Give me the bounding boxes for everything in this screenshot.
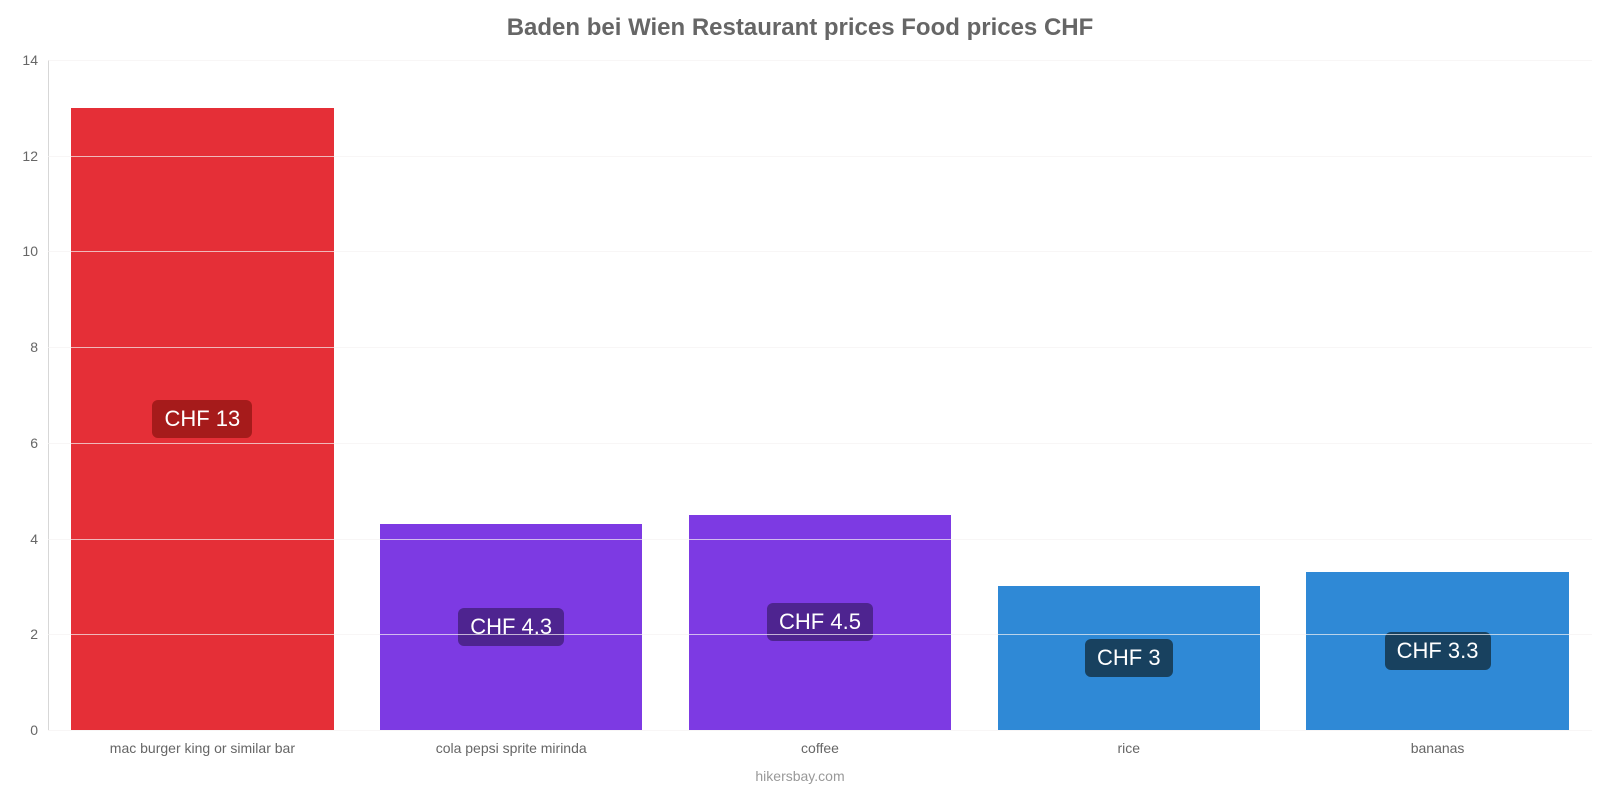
- x-category-label: rice: [1118, 740, 1141, 756]
- y-tick-label: 12: [22, 148, 38, 164]
- chart-title: Baden bei Wien Restaurant prices Food pr…: [0, 14, 1600, 42]
- gridline: [48, 251, 1592, 252]
- value-badge: CHF 3: [1085, 639, 1173, 677]
- gridline: [48, 730, 1592, 731]
- y-tick-label: 8: [30, 339, 38, 355]
- bar: CHF 4.3: [380, 524, 642, 730]
- plot-area: CHF 13mac burger king or similar barCHF …: [48, 60, 1592, 730]
- y-tick-label: 10: [22, 243, 38, 259]
- value-badge: CHF 13: [152, 400, 252, 438]
- gridline: [48, 443, 1592, 444]
- gridline: [48, 539, 1592, 540]
- bar-slot: CHF 4.3cola pepsi sprite mirinda: [357, 60, 666, 730]
- price-bar-chart: Baden bei Wien Restaurant prices Food pr…: [0, 0, 1600, 800]
- bar: CHF 3: [998, 586, 1260, 730]
- x-category-label: coffee: [801, 740, 839, 756]
- bar: CHF 13: [71, 108, 333, 730]
- credit-text: hikersbay.com: [0, 768, 1600, 784]
- x-category-label: mac burger king or similar bar: [110, 740, 295, 756]
- y-tick-label: 0: [30, 722, 38, 738]
- bar-slot: CHF 13mac burger king or similar bar: [48, 60, 357, 730]
- bar: CHF 4.5: [689, 515, 951, 730]
- y-tick-label: 2: [30, 626, 38, 642]
- gridline: [48, 347, 1592, 348]
- x-category-label: cola pepsi sprite mirinda: [436, 740, 587, 756]
- y-tick-label: 4: [30, 531, 38, 547]
- gridline: [48, 156, 1592, 157]
- bar-slot: CHF 3.3bananas: [1283, 60, 1592, 730]
- bar: CHF 3.3: [1306, 572, 1568, 730]
- bars-row: CHF 13mac burger king or similar barCHF …: [48, 60, 1592, 730]
- gridline: [48, 60, 1592, 61]
- x-category-label: bananas: [1411, 740, 1465, 756]
- bar-slot: CHF 3rice: [974, 60, 1283, 730]
- gridline: [48, 634, 1592, 635]
- value-badge: CHF 3.3: [1385, 632, 1491, 670]
- value-badge: CHF 4.3: [458, 608, 564, 646]
- bar-slot: CHF 4.5coffee: [666, 60, 975, 730]
- y-tick-label: 6: [30, 435, 38, 451]
- value-badge: CHF 4.5: [767, 603, 873, 641]
- y-tick-label: 14: [22, 52, 38, 68]
